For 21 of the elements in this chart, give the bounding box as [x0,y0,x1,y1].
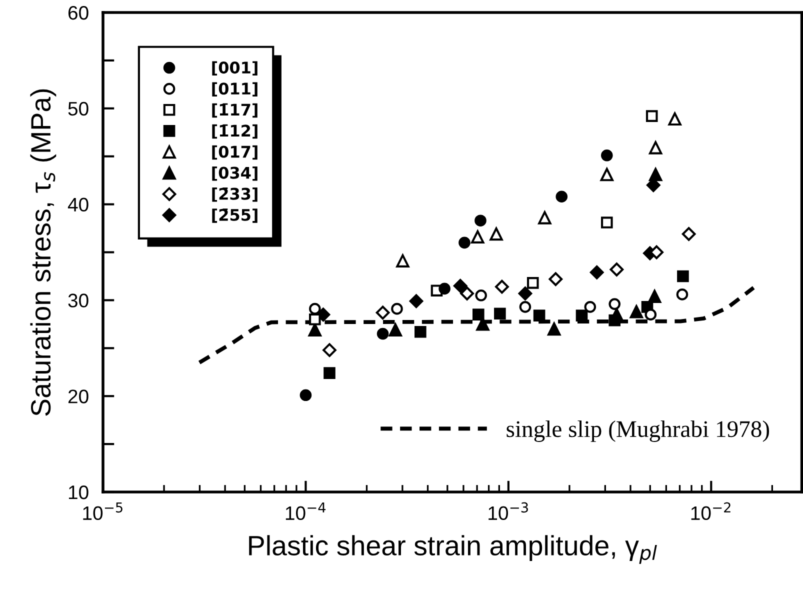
legend-label: [1̄12] [212,124,258,139]
legend-label: [001] [212,61,258,76]
legend-label: [017] [212,145,258,160]
legend-label: [011] [212,82,258,97]
x-axis-title: Plastic shear strain amplitude, γ$_{pl}$ [249,535,657,564]
y-tick-label: 40 [68,198,88,212]
x-tick-label: 10$^{−2}$ [691,502,730,520]
legend-label: [1̄17] [212,103,258,118]
legend-label: single slip (Mughrabi 1978) [506,420,770,442]
legend-label: [2̄55] [212,208,258,223]
y-tick-label: 50 [68,102,88,116]
y-axis-title: Saturation stress, τ$_{s}$ (MPa) [30,89,56,416]
y-tick-label: 10 [68,485,88,500]
x-tick-label: 10$^{−3}$ [488,502,528,520]
y-tick-label: 60 [68,6,88,20]
x-tick-label: 10$^{−5}$ [83,502,122,520]
legend-label: [034] [212,166,258,181]
x-tick-label: 10$^{−4}$ [286,502,326,520]
legend-label: [2̄33] [212,188,258,202]
y-tick-label: 30 [68,294,88,308]
y-tick-label: 20 [68,390,88,404]
